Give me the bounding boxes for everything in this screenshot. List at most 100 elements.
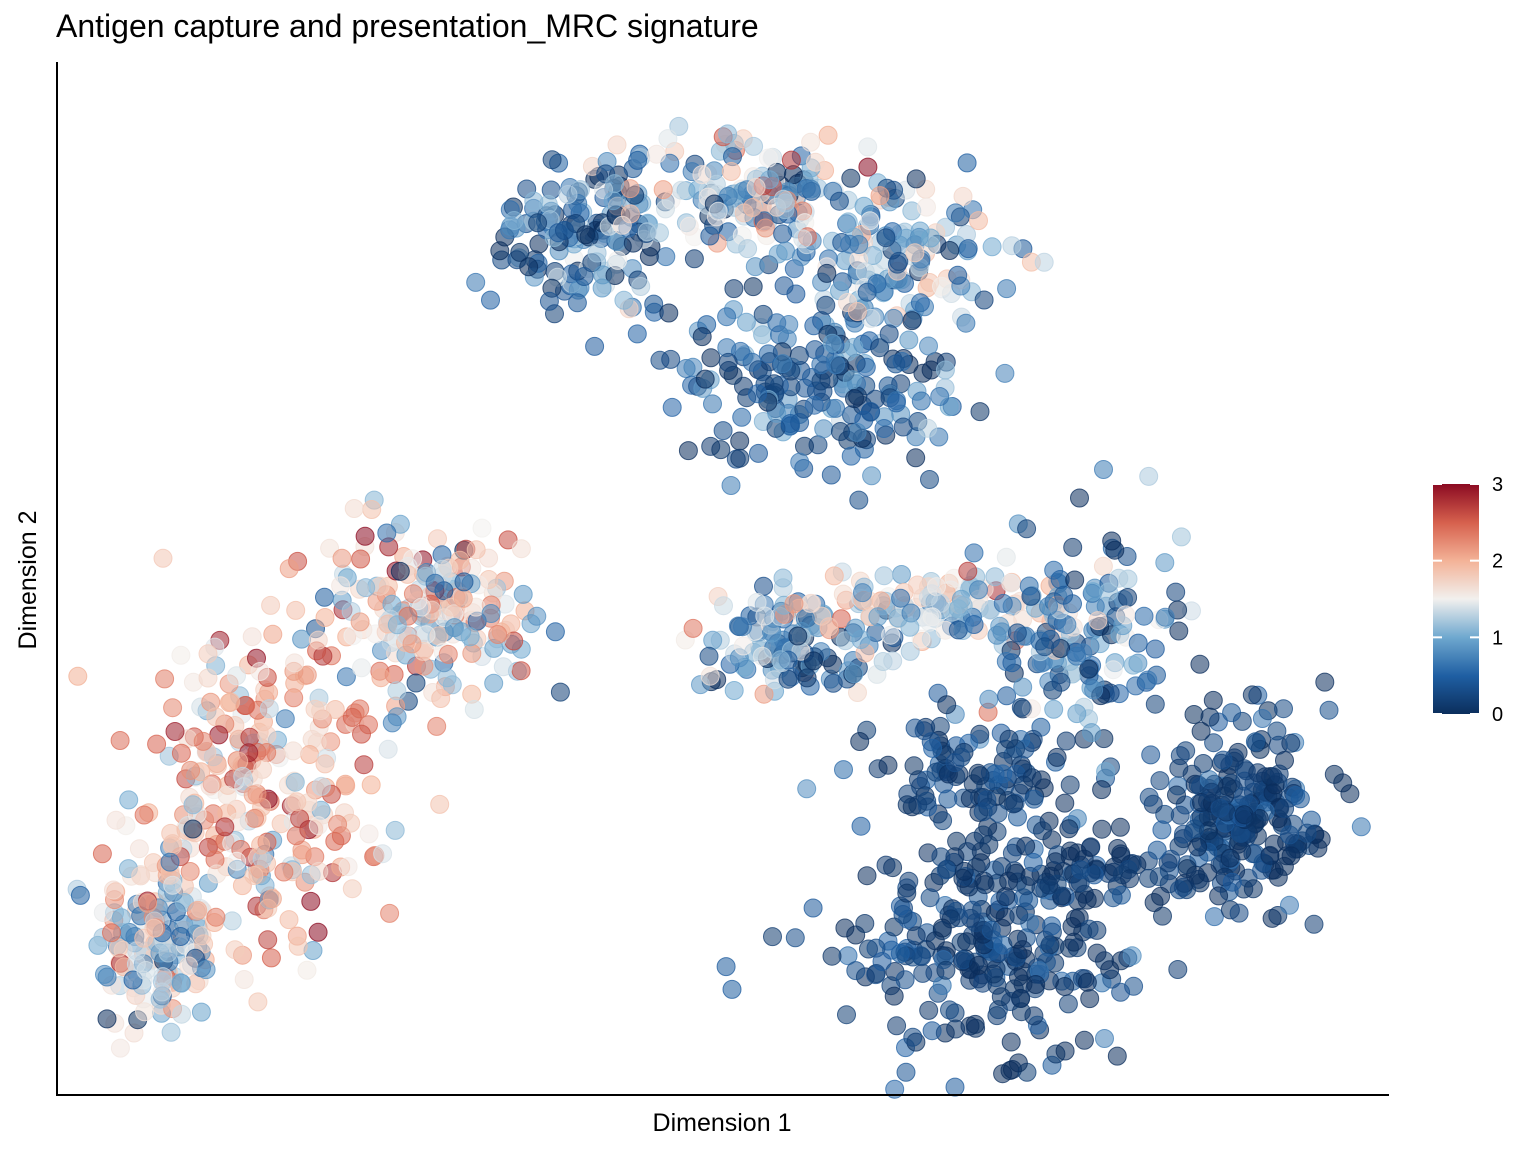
scatter-point bbox=[510, 242, 530, 262]
scatter-point bbox=[764, 374, 784, 394]
scatter-point bbox=[513, 584, 533, 604]
scatter-point bbox=[721, 162, 741, 181]
scatter-point bbox=[217, 785, 237, 805]
scatter-point bbox=[822, 333, 842, 353]
scatter-point bbox=[427, 716, 447, 736]
scatter-point bbox=[1123, 655, 1143, 675]
scatter-point bbox=[1023, 852, 1043, 872]
scatter-point bbox=[1128, 633, 1148, 653]
scatter-point bbox=[1168, 960, 1188, 979]
scatter-point bbox=[1035, 637, 1055, 657]
scatter-point bbox=[981, 920, 1001, 940]
scatter-point bbox=[490, 241, 510, 261]
scatter-point bbox=[338, 857, 358, 877]
scatter-point bbox=[800, 593, 820, 613]
scatter-point bbox=[1111, 844, 1131, 864]
scatter-point bbox=[840, 234, 859, 254]
scatter-point bbox=[430, 794, 450, 814]
scatter-point bbox=[1077, 972, 1097, 992]
scatter-point bbox=[884, 986, 904, 1006]
scatter-point bbox=[320, 538, 340, 558]
scatter-point bbox=[996, 887, 1016, 907]
scatter-point bbox=[995, 363, 1015, 383]
scatter-point bbox=[225, 940, 245, 960]
scatter-point bbox=[183, 795, 203, 815]
scatter-point bbox=[301, 891, 321, 911]
scatter-point bbox=[102, 923, 121, 943]
scatter-point bbox=[428, 529, 447, 549]
scatter-point bbox=[308, 630, 328, 650]
scatter-point bbox=[1056, 731, 1076, 751]
scatter-point bbox=[1096, 762, 1116, 782]
scatter-point bbox=[574, 267, 594, 286]
scatter-point bbox=[1122, 946, 1142, 966]
scatter-point bbox=[362, 500, 382, 519]
scatter-point bbox=[849, 490, 869, 510]
scatter-point bbox=[1150, 771, 1170, 791]
scatter-point bbox=[1016, 836, 1036, 856]
scatter-point bbox=[919, 336, 938, 356]
scatter-point bbox=[970, 766, 990, 786]
scatter-point bbox=[1213, 750, 1233, 770]
scatter-point bbox=[104, 880, 123, 900]
scatter-point bbox=[977, 790, 997, 810]
scatter-point bbox=[774, 276, 794, 296]
scatter-point bbox=[1263, 783, 1283, 803]
scatter-point bbox=[1067, 704, 1087, 724]
scatter-point bbox=[390, 561, 410, 581]
scatter-point bbox=[1174, 824, 1193, 844]
scatter-point bbox=[784, 594, 804, 614]
scatter-point bbox=[1190, 654, 1210, 674]
scatter-point bbox=[845, 389, 864, 409]
y-axis-label: Dimension 2 bbox=[14, 511, 42, 650]
scatter-point bbox=[1245, 813, 1265, 833]
scatter-point bbox=[753, 304, 773, 324]
scatter-point bbox=[887, 254, 907, 274]
scatter-point bbox=[900, 617, 920, 637]
scatter-point bbox=[718, 352, 738, 372]
scatter-point bbox=[906, 448, 926, 468]
scatter-point bbox=[824, 566, 844, 586]
scatter-point bbox=[259, 699, 279, 719]
scatter-point bbox=[1191, 721, 1211, 741]
scatter-point bbox=[1095, 1029, 1114, 1048]
scatter-point bbox=[708, 201, 728, 221]
scatter-point bbox=[1260, 845, 1280, 865]
scatter-point bbox=[683, 357, 703, 377]
scatter-point bbox=[511, 661, 531, 681]
scatter-point bbox=[308, 816, 328, 836]
scatter-point bbox=[841, 168, 861, 188]
scatter-point bbox=[262, 889, 282, 909]
scatter-point bbox=[775, 193, 795, 213]
scatter-point bbox=[801, 132, 821, 152]
scatter-point bbox=[1319, 700, 1339, 720]
scatter-point bbox=[896, 1062, 916, 1082]
scatter-point bbox=[1026, 975, 1046, 994]
scatter-point bbox=[431, 689, 451, 708]
scatter-point bbox=[656, 199, 675, 219]
scatter-point bbox=[778, 669, 798, 689]
scatter-point bbox=[958, 239, 978, 259]
scatter-point bbox=[881, 625, 901, 645]
scatter-point bbox=[847, 302, 867, 321]
scatter-point bbox=[917, 197, 936, 217]
scatter-point bbox=[528, 213, 548, 233]
scatter-point bbox=[874, 419, 894, 438]
scatter-point bbox=[862, 466, 882, 486]
scatter-point bbox=[1047, 747, 1067, 767]
scatter-point bbox=[97, 1009, 117, 1029]
scatter-point bbox=[886, 354, 906, 374]
scatter-point bbox=[661, 349, 681, 369]
scatter-point bbox=[1220, 848, 1240, 868]
scatter-point bbox=[659, 303, 679, 323]
scatter-point bbox=[406, 673, 426, 693]
scatter-point bbox=[286, 600, 306, 620]
scatter-point bbox=[684, 249, 704, 269]
scatter-point bbox=[387, 615, 407, 635]
scatter-point bbox=[958, 561, 978, 581]
scatter-point bbox=[1351, 817, 1371, 837]
scatter-point bbox=[1268, 867, 1288, 887]
scatter-point bbox=[1248, 763, 1268, 783]
scatter-point bbox=[110, 1038, 130, 1058]
scatter-point bbox=[683, 618, 703, 638]
